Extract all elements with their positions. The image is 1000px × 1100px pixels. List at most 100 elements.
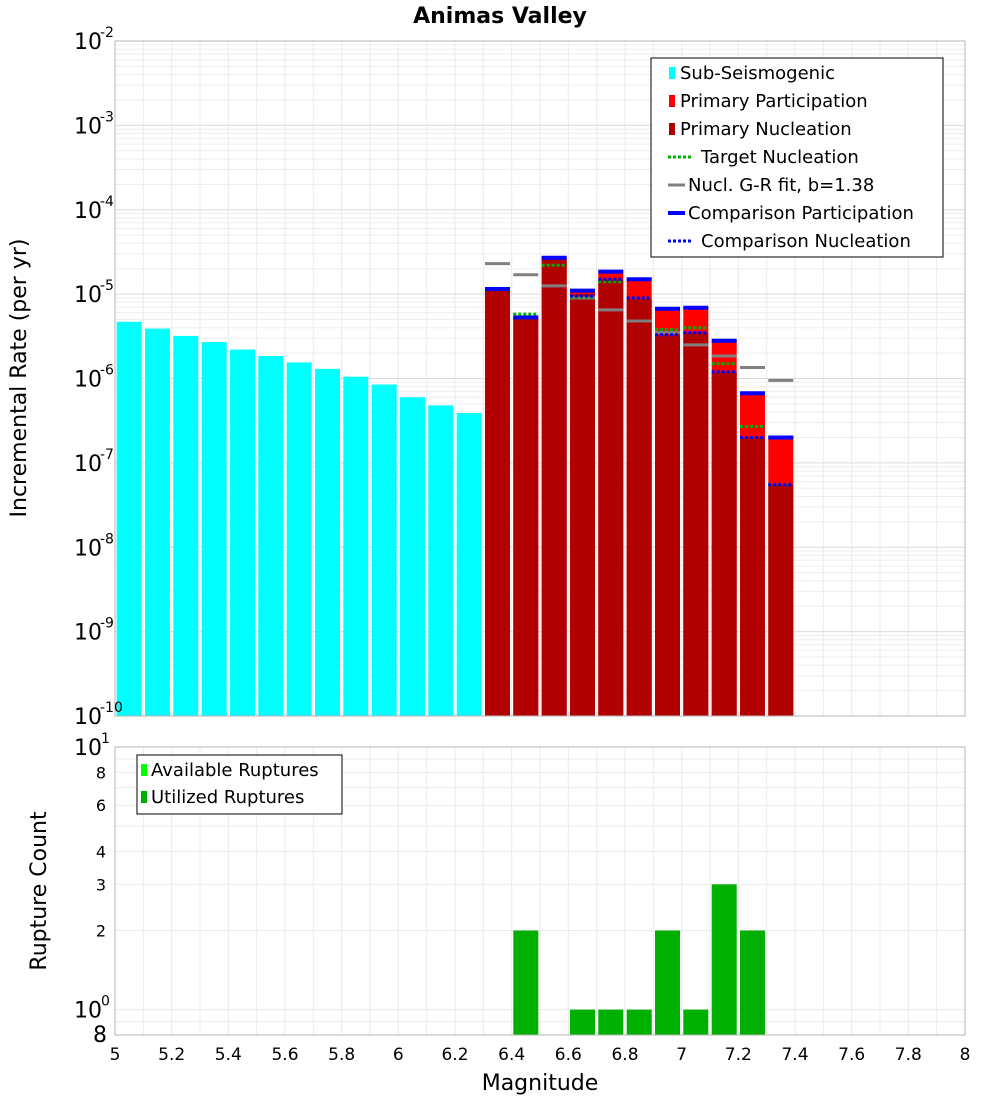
sub-seismogenic-bar (258, 356, 284, 716)
primary-nucleation-bar (513, 317, 539, 716)
y-tick-exponent: -2 (100, 25, 114, 41)
legend-swatch (141, 791, 147, 803)
legend-label: Target Nucleation (700, 147, 859, 168)
y-tick-label: 10 (74, 283, 102, 308)
legend-swatch (669, 95, 675, 107)
x-tick-label: 5.6 (271, 1045, 298, 1065)
legend-label: Utilized Ruptures (151, 787, 304, 808)
utilized-ruptures-bar (513, 930, 539, 1035)
y-tick-label: 10 (74, 114, 102, 139)
utilized-ruptures-bar (626, 1009, 652, 1035)
y-tick-label: 8 (93, 1023, 107, 1048)
utilized-ruptures-bar (598, 1009, 624, 1035)
chart-title: Animas Valley (413, 4, 587, 29)
y-tick-label: 6 (96, 796, 106, 815)
y-tick-label: 10 (74, 621, 102, 646)
legend-swatch (141, 764, 147, 776)
y-tick-exponent: -10 (100, 700, 123, 716)
utilized-ruptures-bar (740, 930, 765, 1035)
utilized-ruptures-bar (655, 930, 680, 1035)
legend-label: Available Ruptures (151, 760, 319, 781)
y-tick-label: 10 (74, 536, 102, 561)
sub-seismogenic-bar (145, 328, 170, 716)
primary-nucleation-bar (570, 294, 595, 716)
sub-seismogenic-bar (400, 397, 425, 716)
primary-nucleation-bar (626, 299, 652, 716)
legend-swatch (669, 123, 675, 135)
legend-label: Primary Participation (680, 91, 868, 112)
legend-label: Primary Nucleation (680, 119, 852, 140)
y-tick-exponent: -4 (100, 194, 114, 210)
y-tick-label: 10 (74, 705, 102, 730)
top-gridlines (114, 41, 966, 717)
x-tick-label: 7.4 (781, 1045, 808, 1065)
y-tick-label: 10 (74, 999, 102, 1024)
sub-seismogenic-bar (286, 362, 312, 716)
y-tick-label: 10 (74, 736, 102, 761)
sub-seismogenic-bar (230, 349, 255, 716)
primary-nucleation-bar (768, 484, 794, 716)
top-line-marks (485, 255, 794, 487)
y-tick-exponent: -8 (100, 531, 114, 547)
legend-label: Sub-Seismogenic (680, 63, 835, 84)
x-tick-label: 8 (960, 1045, 971, 1065)
primary-nucleation-bar (740, 437, 765, 716)
legend-swatch (669, 67, 675, 79)
legend-label: Comparison Participation (688, 203, 914, 224)
x-tick-label: 5 (110, 1045, 121, 1065)
bottom-y-axis-label: Rupture Count (27, 811, 52, 971)
legend-box (136, 754, 343, 815)
y-tick-label: 10 (74, 368, 102, 393)
primary-nucleation-bar (598, 279, 624, 716)
x-tick-label: 7.6 (838, 1045, 865, 1065)
y-tick-label: 3 (96, 875, 106, 894)
utilized-ruptures-bar (711, 884, 737, 1035)
x-tick-label: 6.4 (498, 1045, 525, 1065)
y-tick-label: 10 (74, 452, 102, 477)
x-tick-label: 5.4 (215, 1045, 242, 1065)
legend-label: Comparison Nucleation (701, 231, 911, 252)
primary-nucleation-bar (541, 257, 567, 716)
y-tick-label: 4 (96, 843, 106, 862)
y-tick-exponent: 0 (101, 994, 110, 1010)
utilized-ruptures-bar (683, 1009, 709, 1035)
x-axis-label: Magnitude (482, 1071, 599, 1096)
sub-seismogenic-bar (315, 368, 340, 716)
y-tick-exponent: -7 (100, 447, 114, 463)
primary-nucleation-bar (711, 371, 737, 716)
sub-seismogenic-bar (371, 384, 397, 716)
legend-label: Nucl. G-R fit, b=1.38 (688, 175, 874, 196)
y-tick-exponent: 1 (101, 731, 110, 747)
primary-nucleation-bar (683, 332, 709, 716)
y-tick-exponent: -5 (100, 278, 114, 294)
x-tick-label: 6.8 (611, 1045, 638, 1065)
legend-box (650, 57, 944, 258)
top-legend: Sub-Seismogenic Primary Participation Prim… (650, 57, 944, 258)
sub-seismogenic-bar (116, 321, 142, 716)
top-plot-frame (114, 40, 966, 717)
x-tick-label: 6 (393, 1045, 404, 1065)
top-bars (116, 257, 794, 716)
y-tick-label: 8 (96, 763, 106, 782)
utilized-ruptures-bar (570, 1009, 595, 1035)
sub-seismogenic-bar (201, 342, 227, 716)
y-tick-label: 2 (96, 922, 106, 941)
bottom-plot-frame (114, 746, 966, 1036)
y-tick-exponent: -6 (100, 363, 114, 379)
bottom-bars (513, 884, 765, 1035)
sub-seismogenic-bar (343, 376, 369, 716)
x-tick-label: 7.8 (895, 1045, 922, 1065)
x-tick-label: 5.2 (158, 1045, 185, 1065)
x-tick-label: 6.6 (555, 1045, 582, 1065)
x-tick-labels: 5 5.2 5.4 5.6 5.8 6 6.2 6.4 6.6 6.8 7 7.2 7.4 7.6 7.8 8 (110, 1045, 971, 1065)
primary-nucleation-bar (655, 334, 680, 716)
y-tick-label: 10 (74, 30, 102, 55)
x-tick-label: 5.8 (328, 1045, 355, 1065)
y-tick-label: 10 (74, 199, 102, 224)
y-tick-exponent: -9 (100, 616, 114, 632)
x-tick-label: 6.2 (441, 1045, 468, 1065)
x-tick-label: 7 (676, 1045, 687, 1065)
